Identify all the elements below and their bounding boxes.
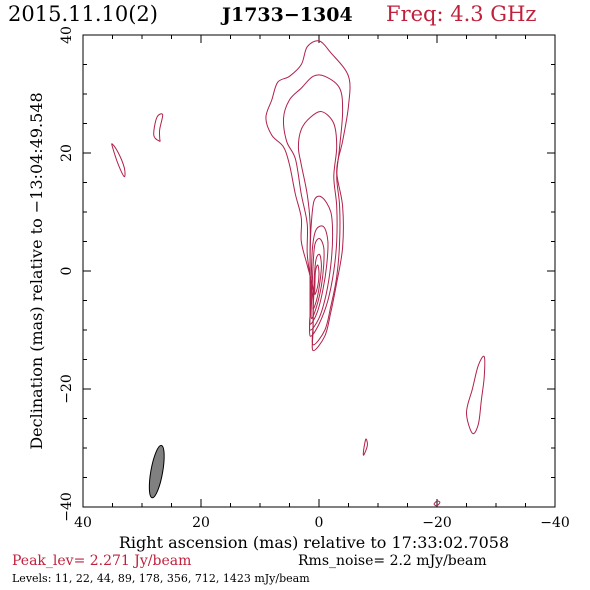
contour-line	[309, 225, 329, 325]
x-axis-label: Right ascension (mas) relative to 17:33:…	[119, 533, 509, 552]
peak-level: Peak_lev= 2.271 Jy/beam	[12, 553, 192, 569]
y-axis-label: Declination (mas) relative to −13:04:49.…	[27, 92, 46, 449]
x-tick-label: −20	[422, 515, 452, 531]
contour-line	[310, 238, 325, 319]
y-tick-label: 20	[59, 144, 75, 162]
y-tick-label: 0	[59, 267, 75, 276]
contour-line	[465, 355, 486, 435]
contour-levels: Levels: 11, 22, 44, 89, 178, 356, 712, 1…	[12, 572, 310, 585]
source-name: J1733−1304	[222, 4, 353, 26]
x-tick-label: 40	[74, 515, 92, 531]
contour-line	[265, 40, 351, 352]
contour-line	[312, 253, 322, 310]
beam-ellipse	[148, 444, 165, 499]
contour-line	[362, 438, 368, 456]
beam-ellipse-group	[148, 444, 165, 499]
contour-lines	[111, 40, 486, 507]
x-tick-label: 20	[192, 515, 210, 531]
contour-line	[308, 195, 334, 331]
axis-ticks	[82, 34, 556, 508]
y-tick-label: 40	[59, 26, 75, 44]
observation-date: 2015.11.10(2)	[8, 2, 158, 26]
x-tick-label: 0	[315, 515, 324, 531]
contour-line	[433, 500, 441, 507]
contour-line	[314, 264, 320, 296]
contour-line	[111, 143, 126, 178]
contour-line	[283, 74, 344, 346]
tick-labels: 40 20 0 −20 −40 −40 −20 0 20 40	[59, 26, 570, 531]
y-tick-label: −40	[59, 492, 75, 522]
x-tick-label: −40	[540, 515, 570, 531]
frequency-label: Freq: 4.3 GHz	[386, 2, 537, 26]
rms-noise: Rms_noise= 2.2 mJy/beam	[298, 553, 487, 569]
contour-line	[153, 113, 164, 142]
y-tick-label: −20	[59, 374, 75, 404]
